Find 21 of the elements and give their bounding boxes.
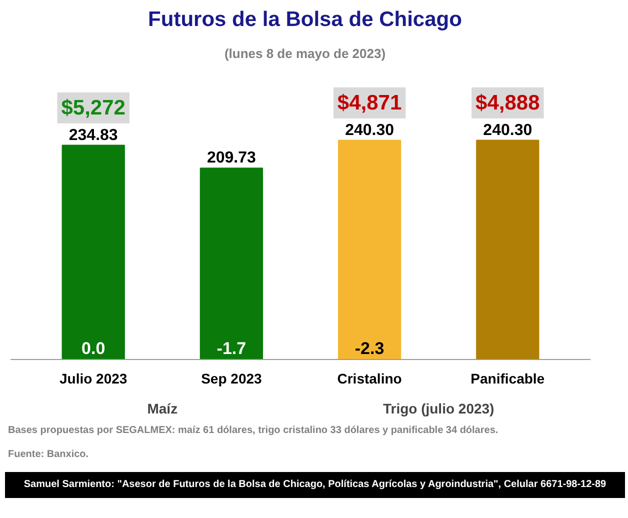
text: Maíz	[147, 400, 178, 416]
text: $4,888	[476, 90, 540, 114]
annotation: 0.0	[82, 338, 106, 358]
x-tick-label: Sep 2023	[201, 370, 262, 386]
chart-title: Futuros de la Bolsa de Chicago	[148, 7, 462, 33]
text: $4,871	[337, 90, 402, 114]
text: Samuel Sarmiento: "Asesor de Futuros de la Bolsa de Chicago, Políticas Agrícolas y Agroindustria", Celular 6671-98-12-89	[24, 478, 606, 492]
x-tick-label: Panificable	[470, 370, 545, 386]
text: Bases propuestas por SEGALMEX: maíz 61 dólares, trigo cristalino 33 dólares y panificable 34 dólares.	[8, 424, 498, 438]
x-tick-label: Cristalino	[337, 370, 402, 386]
data-label: 234.83	[68, 126, 118, 144]
annotation: -2.3	[354, 338, 384, 358]
source-note: Fuente: Banxico.	[8, 448, 89, 462]
chart-subtitle: (lunes 8 de mayo de 2023)	[224, 45, 386, 63]
text: $5,272	[61, 96, 126, 119]
data-label: 240.30	[345, 121, 394, 138]
annotation: -1.7	[216, 338, 246, 358]
text: Trigo (julio 2023)	[382, 400, 494, 416]
x-tick-label: Julio 2023	[60, 370, 128, 386]
data-label: 240.30	[483, 121, 532, 138]
data-label: 209.73	[206, 149, 256, 166]
